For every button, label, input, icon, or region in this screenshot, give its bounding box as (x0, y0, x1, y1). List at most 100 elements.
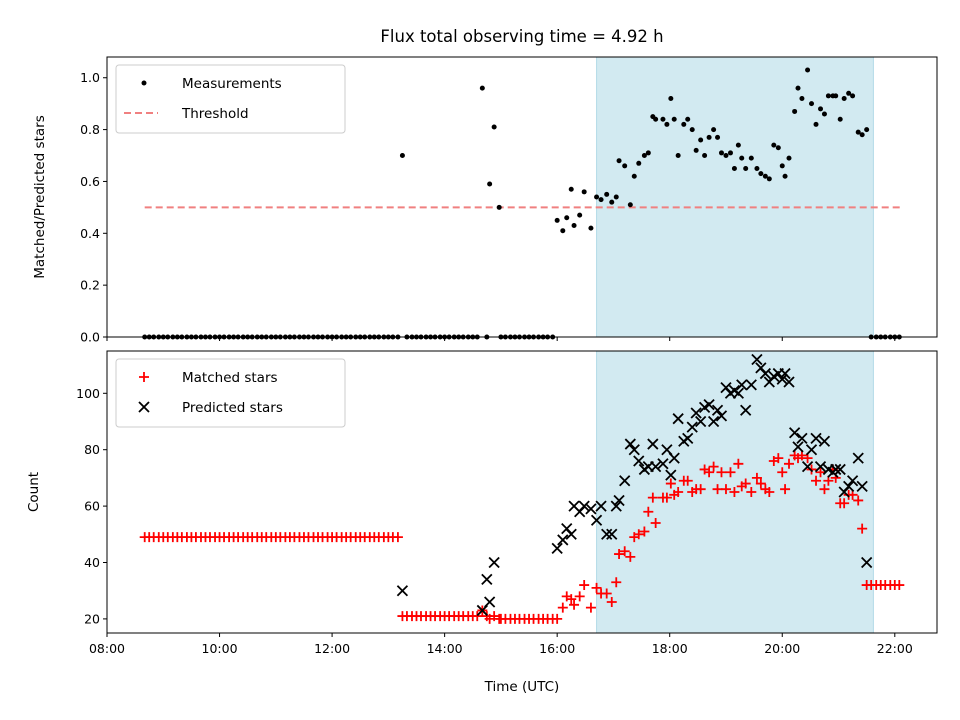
data-point (682, 432, 694, 445)
data-point (796, 432, 808, 445)
data-point (810, 432, 822, 445)
data-point (745, 379, 757, 391)
data-point (686, 421, 698, 433)
data-point (788, 427, 801, 439)
data-point (643, 506, 654, 517)
data-point (751, 472, 762, 483)
data-point (633, 529, 644, 540)
data-point (665, 478, 676, 489)
data-point (748, 155, 754, 161)
data-point (489, 611, 500, 622)
data-point (627, 202, 633, 208)
data-point (639, 526, 650, 537)
data-point (611, 577, 622, 588)
data-point (711, 404, 724, 416)
data-point (775, 145, 781, 151)
data-point (698, 137, 704, 143)
data-point (594, 194, 600, 200)
data-point (859, 132, 865, 138)
data-point (846, 475, 859, 487)
legend: Measurements Threshold (115, 64, 346, 134)
data-point (834, 463, 846, 476)
data-point (801, 460, 814, 473)
data-point (671, 116, 677, 122)
data-point (568, 186, 574, 192)
legend-label: Measurements (182, 76, 282, 92)
series-predicted-stars (396, 353, 873, 617)
y-tick-label: 0.2 (80, 278, 100, 293)
y-tick-label: 60 (84, 499, 100, 514)
data-point (604, 191, 610, 197)
axes-frame (106, 350, 938, 634)
data-point (723, 153, 729, 159)
x-tick-label: 16:00 (539, 641, 575, 656)
data-point (682, 475, 693, 486)
data-point (704, 467, 715, 478)
data-point (624, 438, 636, 450)
data-point (777, 467, 788, 478)
data-point (830, 463, 842, 476)
data-point (712, 484, 723, 495)
y-tick-label: 0.4 (80, 226, 100, 241)
data-point (633, 455, 645, 467)
data-point (668, 452, 680, 464)
y-tick-label: 80 (84, 442, 100, 457)
data-point (833, 93, 839, 99)
data-point (855, 129, 861, 135)
data-point (839, 498, 850, 509)
y-tick-label: 40 (84, 555, 100, 570)
y-axis-label: Count (26, 472, 42, 512)
data-point (551, 542, 563, 555)
data-point (782, 173, 788, 179)
data-point (588, 225, 594, 231)
data-point (771, 142, 777, 148)
data-point (708, 461, 719, 472)
data-point (736, 379, 748, 391)
x-tick-label: 08:00 (89, 641, 125, 656)
data-point (746, 487, 757, 497)
data-point (491, 124, 497, 130)
data-point (764, 487, 775, 497)
data-point (496, 204, 502, 210)
x-tick-label: 12:00 (314, 641, 350, 656)
data-point (660, 116, 666, 122)
data-point (843, 480, 855, 492)
data-point (579, 580, 590, 591)
data-point (650, 460, 662, 473)
data-point (481, 573, 493, 586)
data-point (598, 197, 604, 203)
data-point (681, 121, 687, 127)
data-point (569, 599, 580, 610)
data-point (657, 458, 669, 470)
y-tick-label: 0.6 (80, 174, 100, 189)
data-point (641, 153, 647, 159)
data-point (647, 438, 659, 450)
data-point (619, 546, 630, 557)
data-point (841, 95, 847, 101)
data-point (740, 404, 752, 416)
data-point (711, 127, 717, 133)
data-point (564, 215, 570, 221)
data-point (613, 194, 619, 200)
data-point (857, 523, 868, 534)
data-point (399, 153, 405, 159)
data-point (707, 415, 720, 428)
data-point (729, 487, 740, 497)
data-point (595, 500, 607, 512)
data-point (557, 602, 568, 613)
legend: Matched stars Predicted stars (115, 358, 346, 428)
legend-frame (115, 64, 346, 134)
data-point (715, 134, 721, 140)
data-point (689, 127, 695, 133)
data-point (755, 478, 766, 489)
data-point (799, 95, 805, 101)
data-point (894, 580, 905, 591)
data-point (786, 155, 792, 161)
x-tick-label: 22:00 (877, 641, 913, 656)
legend-frame (115, 358, 346, 428)
x-tick-label: 20:00 (764, 641, 800, 656)
data-point (590, 514, 603, 526)
data-point (779, 163, 785, 169)
data-point (720, 484, 731, 495)
data-point (716, 467, 727, 478)
